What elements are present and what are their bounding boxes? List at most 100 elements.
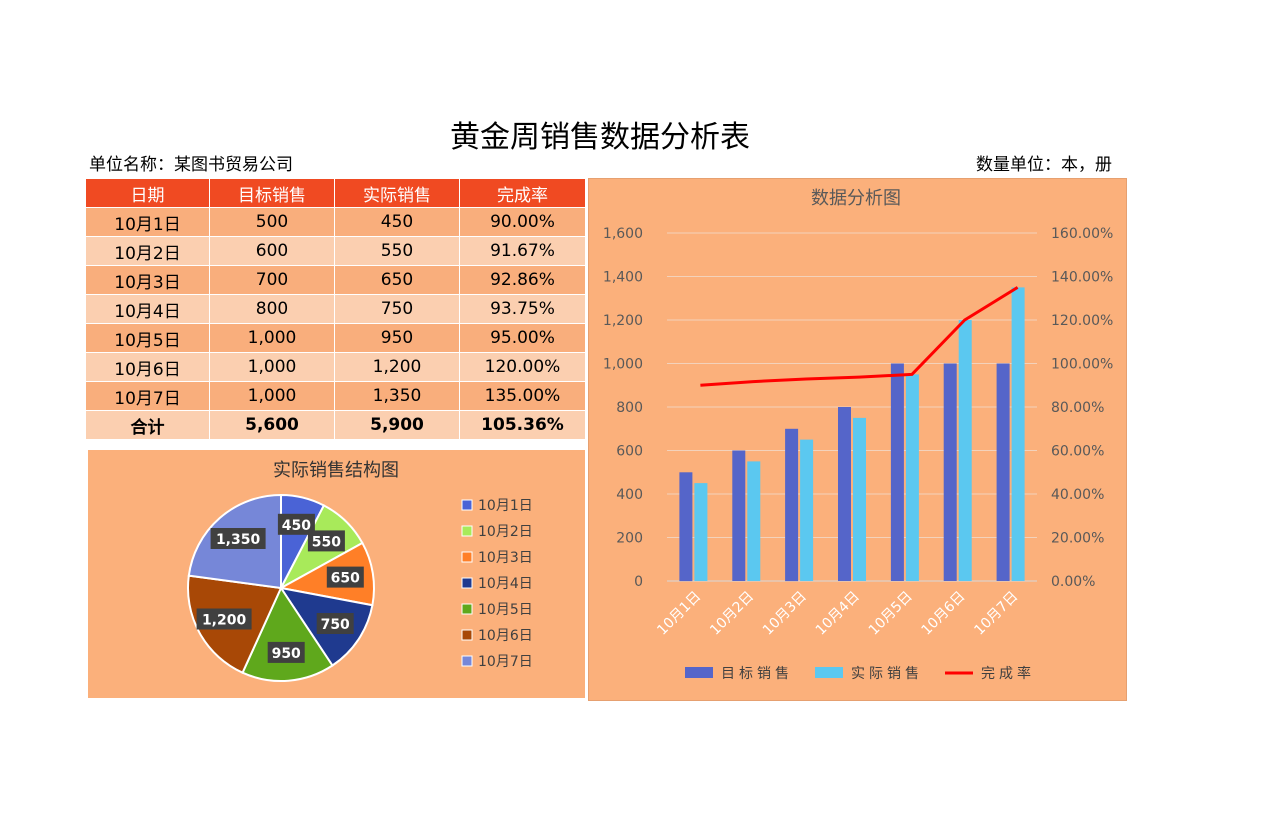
legend-item: 完成率 [945,665,1031,682]
cell-actual: 1,350 [334,381,460,411]
y-axis-tick-label: 1,000 [603,357,643,373]
pie-data-label-text: 1,200 [202,613,247,629]
chart-bars [679,287,1025,582]
bar-target [996,363,1010,581]
pie-legend-swatch [461,655,473,667]
bar-actual [800,439,814,581]
cell-date: 10月4日 [85,294,210,324]
pie-legend-swatch [461,577,473,589]
cell-target: 700 [209,265,335,295]
cell-actual: 550 [334,236,460,266]
pie-data-label: 650 [326,566,364,588]
header-date: 日期 [85,178,210,208]
y2-axis-tick-label: 20.00% [1051,531,1104,547]
cell-actual: 1,200 [334,352,460,382]
x-axis-tick-label: 10月2日 [707,589,757,639]
bar-target [679,472,693,582]
total-rate: 105.36% [459,410,586,440]
y-axis-tick-label: 1,400 [603,270,643,286]
rate-line [700,286,1019,387]
pie-data-label-box [316,613,354,634]
header-actual: 实际销售 [334,178,460,208]
pie-legend-swatch [461,499,473,511]
cell-target: 500 [209,207,335,237]
pie-data-label-text: 550 [312,534,341,550]
cell-rate: 92.86% [459,265,586,295]
pie-legend-item: 10月4日 [461,576,533,592]
pie-chart-title: 实际销售结构图 [273,460,399,481]
x-axis-tick-label: 10月7日 [971,589,1021,639]
cell-date: 10月2日 [85,236,210,266]
bar-chart-panel: 数据分析图 0 200 400 600 800 1,000 1,200 1,400 1,600 … [588,178,1127,701]
pie-data-label-text: 450 [282,518,311,534]
pie-data-label-text: 750 [321,617,350,633]
pie-legend-swatch [461,525,473,537]
table-row: 10月4日 800 750 93.75% [85,294,586,324]
cell-target: 800 [209,294,335,324]
cell-rate: 120.00% [459,352,586,382]
pie-legend-item: 10月3日 [461,550,533,566]
cell-rate: 135.00% [459,381,586,411]
total-label: 合计 [85,410,210,440]
cell-target: 1,000 [209,352,335,382]
cell-date: 10月3日 [85,265,210,295]
pie-legend-item: 10月1日 [461,498,533,514]
bar-actual [694,483,708,581]
table-header-row: 日期 目标销售 实际销售 完成率 [85,178,586,208]
pie-data-label: 950 [267,641,305,663]
pie-data-label-box [196,608,252,630]
pie-data-label-box [277,513,315,535]
pie-legend-label: 10月7日 [478,654,533,670]
bar-target [943,363,957,581]
y2-axis-tick-label: 80.00% [1051,400,1104,416]
table-row: 10月2日 600 550 91.67% [85,236,586,266]
y-axis-tick-label: 1,200 [603,313,643,329]
pie-legend: 10月1日 10月2日 10月3日 10月4日 10月5日 10月6日 10月7日 [461,498,533,670]
pie-data-label: 450 [277,513,315,535]
bar-actual [747,461,761,581]
left-axis-ticks: 0 200 400 600 800 1,000 1,200 1,400 1,600 [603,226,643,590]
header-rate: 完成率 [459,178,586,208]
cell-actual: 750 [334,294,460,324]
header-target: 目标销售 [209,178,335,208]
legend-label: 实际销售 [851,666,923,682]
pie-data-label-text: 650 [331,571,360,587]
pie-data-label: 1,200 [196,608,252,630]
chart-gridlines [667,232,1037,582]
pie-data-label-text: 950 [272,646,301,662]
legend-item: 目标销售 [685,666,793,682]
table-row: 10月6日 1,000 1,200 120.00% [85,352,586,382]
sales-table: 日期 目标销售 实际销售 完成率 10月1日 500 450 90.00% 10… [85,178,586,440]
y2-axis-tick-label: 120.00% [1051,313,1113,329]
cell-date: 10月7日 [85,381,210,411]
pie-data-label: 1,350 [210,528,266,549]
combo-chart: 数据分析图 02004006008001,0001,2001,4001,600 … [603,188,1113,682]
y-axis-tick-label: 600 [616,444,643,460]
legend-label: 目标销售 [721,666,793,682]
cell-rate: 91.67% [459,236,586,266]
x-axis-ticks: 10月1日 10月2日 10月3日 10月4日 10月5日 10月6日 10月7日 [654,589,1021,639]
y-axis-tick-label: 800 [616,400,643,416]
table-row: 10月5日 1,000 950 95.00% [85,323,586,353]
bar-actual [853,417,866,581]
page-title: 黄金周销售数据分析表 [450,120,750,155]
pie-legend-swatch [461,551,473,563]
bar-actual [958,320,972,581]
x-axis-tick-label: 10月3日 [760,589,810,639]
table-row: 10月1日 500 450 90.00% [85,207,586,237]
pie-legend-item: 10月2日 [461,524,533,540]
quantity-unit-label: 数量单位：本，册 [976,155,1112,175]
pie-chart-panel: 实际销售结构图 450 550 650 750 950 1,200 1,350 10月1日 1… [88,450,585,698]
pie-legend-label: 10月2日 [478,524,533,540]
pie-data-label-box [326,566,364,588]
pie-data-label: 750 [316,613,354,634]
cell-rate: 90.00% [459,207,586,237]
unit-name-label: 单位名称：某图书贸易公司 [89,155,293,175]
y-axis-tick-label: 1,600 [603,226,643,242]
chart-rate-line [700,286,1019,387]
bar-chart-legend: 目标销售 实际销售 完成率 [685,665,1031,682]
y-axis-tick-label: 0 [634,574,643,590]
x-axis-tick-label: 10月1日 [654,589,704,639]
bar-target [732,450,746,581]
pie-legend-label: 10月5日 [478,602,533,618]
